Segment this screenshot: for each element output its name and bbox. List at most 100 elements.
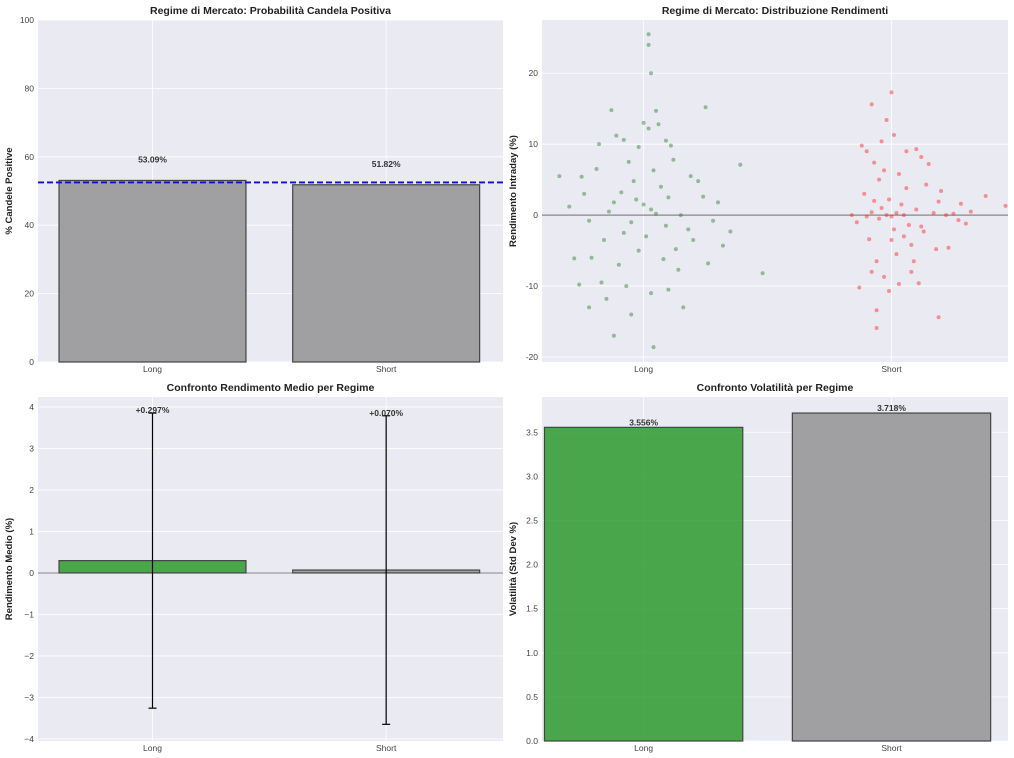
- point-long: [646, 126, 651, 131]
- point-short: [887, 289, 892, 294]
- y-tick-label: 100: [20, 15, 34, 25]
- y-tick-label: 1.0: [526, 648, 538, 658]
- point-long: [636, 248, 641, 253]
- point-short: [894, 252, 899, 257]
- point-short: [926, 162, 931, 167]
- y-tick-label: 20: [529, 68, 539, 78]
- y-tick-label: -10: [526, 281, 539, 291]
- point-short: [896, 281, 901, 286]
- subplot-2: -20 -10 0 10 20 Long Short Regime di Mercato: D…: [508, 5, 1008, 374]
- point-short: [931, 210, 936, 215]
- point-long: [668, 143, 673, 148]
- point-long: [706, 261, 711, 266]
- point-short: [849, 213, 854, 218]
- y-tick-label: 80: [25, 83, 35, 93]
- point-long: [644, 234, 649, 239]
- point-short: [899, 202, 904, 207]
- point-short: [884, 118, 889, 123]
- point-long: [703, 105, 708, 110]
- point-long: [649, 207, 654, 212]
- point-short: [939, 189, 944, 193]
- point-long: [646, 32, 651, 37]
- point-short: [889, 237, 894, 242]
- point-long: [601, 237, 606, 242]
- point-short: [906, 223, 911, 228]
- point-long: [597, 142, 602, 147]
- y-tick-label: 2.5: [526, 515, 538, 525]
- point-long: [646, 42, 651, 47]
- point-short: [914, 207, 919, 212]
- point-long: [715, 200, 720, 205]
- y-axis-label: Rendimento Medio (%): [4, 518, 15, 620]
- point-short: [854, 220, 859, 225]
- point-short: [874, 308, 879, 313]
- point-long: [587, 305, 592, 310]
- y-tick-label: −1: [24, 609, 34, 619]
- point-long: [572, 256, 577, 261]
- chart-title: Regime di Mercato: Distribuzione Rendime…: [662, 5, 888, 17]
- point-long: [629, 220, 634, 225]
- y-tick-label: 3.5: [526, 427, 538, 437]
- point-long: [661, 257, 666, 262]
- point-short: [884, 213, 889, 218]
- data-label: 3.718%: [877, 403, 906, 413]
- y-axis-label: Rendimento Intraday (%): [508, 135, 519, 247]
- point-long: [636, 145, 641, 150]
- y-tick-label: 60: [25, 152, 35, 162]
- y-tick-label: −4: [24, 734, 34, 744]
- point-short: [891, 227, 896, 232]
- point-long: [649, 71, 654, 76]
- point-long: [681, 305, 686, 310]
- point-long: [688, 174, 693, 179]
- y-axis-label: Volatilità (Std Dev %): [508, 522, 519, 616]
- point-long: [676, 267, 681, 272]
- subplot-4: 0.0 0.5 1.0 1.5 2.0 2.5 3.0 3.5 Long Short Confron…: [508, 382, 1008, 753]
- point-long: [594, 167, 599, 172]
- point-long: [641, 120, 646, 125]
- point-long: [577, 282, 582, 287]
- point-short: [909, 242, 914, 247]
- y-tick-label: 2: [29, 485, 34, 495]
- point-long: [654, 108, 659, 113]
- point-short: [894, 210, 899, 215]
- point-long: [621, 137, 626, 142]
- point-long: [658, 184, 663, 189]
- y-tick-label: 10: [529, 139, 539, 149]
- point-short: [891, 132, 896, 137]
- point-long: [696, 179, 701, 184]
- data-label: 51.82%: [372, 159, 401, 169]
- y-tick-label: 0.0: [526, 736, 538, 746]
- point-short: [877, 216, 882, 221]
- point-long: [663, 138, 668, 143]
- point-long: [626, 159, 631, 164]
- data-label: +0.070%: [369, 408, 403, 418]
- point-long: [579, 174, 584, 179]
- x-tick-label: Long: [143, 364, 162, 374]
- point-short: [968, 209, 973, 214]
- point-short: [914, 147, 919, 152]
- bar-short: [292, 184, 481, 363]
- point-long: [599, 280, 604, 285]
- point-short: [901, 234, 906, 239]
- point-long: [760, 271, 765, 276]
- y-tick-label: -20: [526, 352, 539, 362]
- point-long: [614, 133, 619, 138]
- point-long: [589, 255, 594, 260]
- bar-short: [791, 412, 992, 742]
- point-long: [651, 168, 656, 173]
- x-tick-label: Short: [881, 364, 902, 374]
- y-tick-label: 0: [29, 357, 34, 367]
- point-short: [919, 154, 924, 159]
- point-long: [711, 218, 716, 223]
- point-short: [869, 210, 874, 215]
- x-tick-label: Long: [634, 364, 653, 374]
- y-tick-label: 0: [533, 210, 538, 220]
- point-short: [872, 160, 877, 165]
- point-short: [872, 198, 877, 203]
- point-long: [582, 191, 587, 196]
- point-long: [656, 122, 661, 127]
- point-short: [934, 247, 939, 252]
- chart-title: Confronto Rendimento Medio per Regime: [167, 382, 375, 394]
- point-long: [616, 262, 621, 267]
- point-short: [889, 214, 894, 219]
